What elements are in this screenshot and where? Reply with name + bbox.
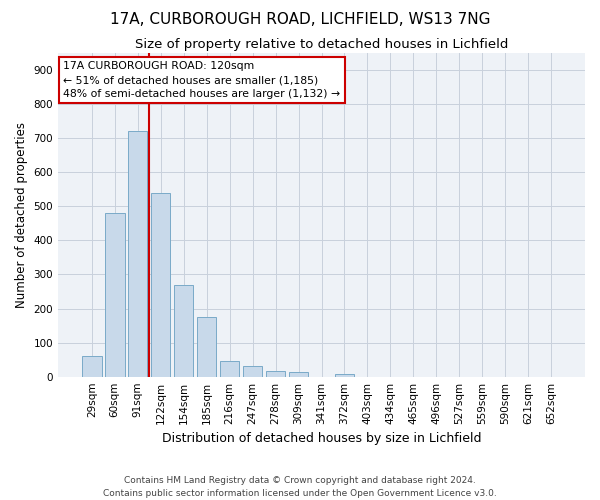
Bar bbox=[174, 284, 193, 376]
Bar bbox=[220, 360, 239, 376]
Bar bbox=[128, 132, 148, 376]
Bar bbox=[151, 192, 170, 376]
Bar bbox=[82, 356, 101, 376]
Y-axis label: Number of detached properties: Number of detached properties bbox=[15, 122, 28, 308]
Bar bbox=[266, 371, 286, 376]
Bar bbox=[289, 372, 308, 376]
Bar bbox=[197, 317, 217, 376]
Text: Contains HM Land Registry data © Crown copyright and database right 2024.
Contai: Contains HM Land Registry data © Crown c… bbox=[103, 476, 497, 498]
Bar bbox=[335, 374, 354, 376]
Title: Size of property relative to detached houses in Lichfield: Size of property relative to detached ho… bbox=[135, 38, 508, 51]
Bar bbox=[105, 213, 125, 376]
Text: 17A CURBOROUGH ROAD: 120sqm
← 51% of detached houses are smaller (1,185)
48% of : 17A CURBOROUGH ROAD: 120sqm ← 51% of det… bbox=[64, 61, 340, 99]
Text: 17A, CURBOROUGH ROAD, LICHFIELD, WS13 7NG: 17A, CURBOROUGH ROAD, LICHFIELD, WS13 7N… bbox=[110, 12, 490, 28]
Bar bbox=[243, 366, 262, 376]
X-axis label: Distribution of detached houses by size in Lichfield: Distribution of detached houses by size … bbox=[162, 432, 481, 445]
